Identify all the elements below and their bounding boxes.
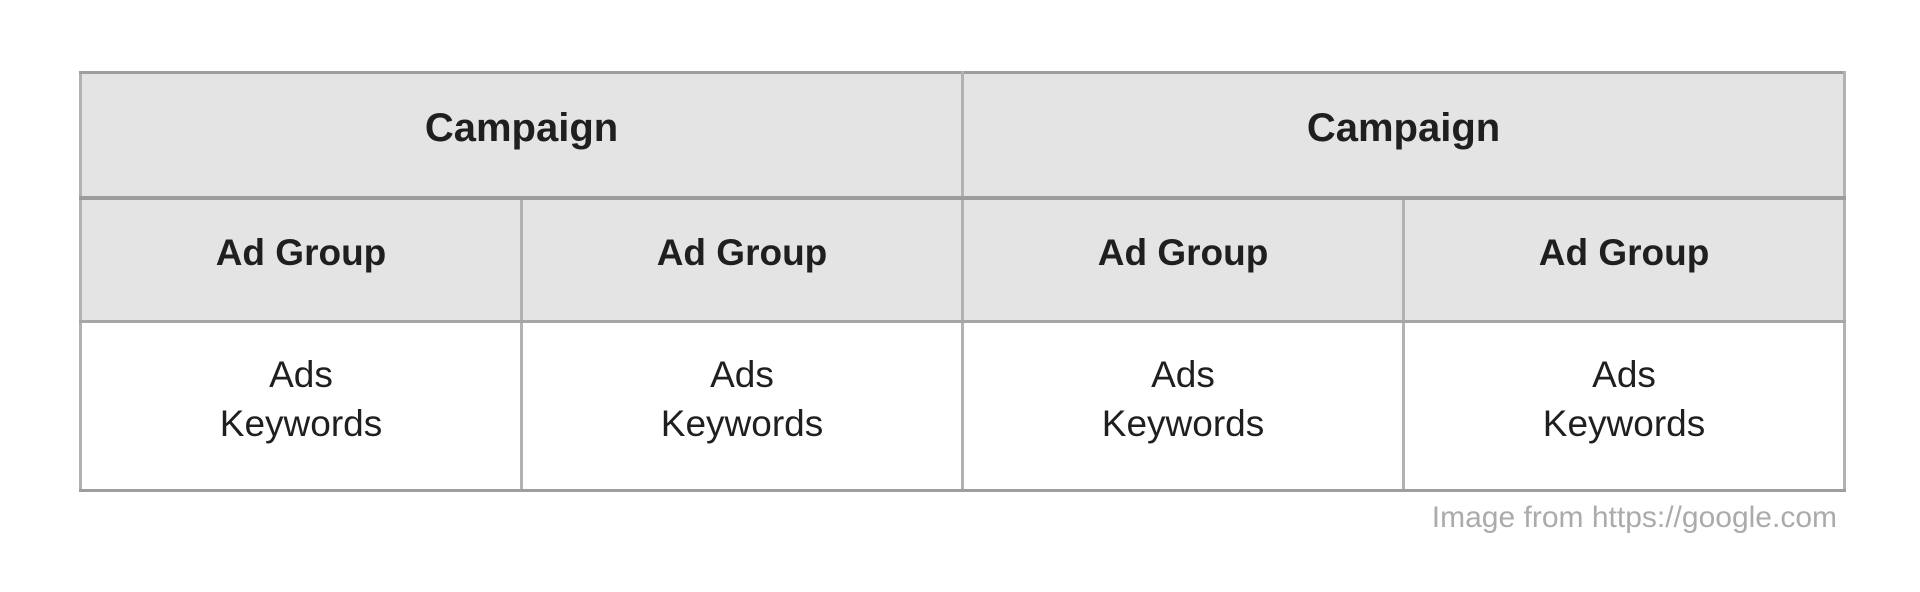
ads-label: Ads xyxy=(1151,354,1215,395)
ad-group-header-cell: Ad Group xyxy=(519,196,965,323)
ad-group-header-cell: Ad Group xyxy=(961,196,1406,323)
ad-group-header-cell: Ad Group xyxy=(79,196,523,323)
ads-label: Ads xyxy=(1592,354,1656,395)
ads-keywords-cell: Ads Keywords xyxy=(79,320,523,492)
ads-label: Ads xyxy=(710,354,774,395)
ads-keywords-row: Ads Keywords Ads Keywords Ads Keywords A… xyxy=(79,320,1847,492)
keywords-label: Keywords xyxy=(1542,403,1706,444)
campaign-header-cell: Campaign xyxy=(961,71,1847,200)
keywords-label: Keywords xyxy=(1101,403,1265,444)
campaign-header-row: Campaign Campaign xyxy=(78,71,1847,200)
ads-structure-table-wrap: Campaign Campaign Ad Group Ad Group Ad G… xyxy=(78,71,1847,492)
ads-keywords-cell: Ads Keywords xyxy=(519,320,965,492)
ads-label: Ads xyxy=(269,354,333,395)
ad-group-header-row: Ad Group Ad Group Ad Group Ad Group xyxy=(79,196,1847,323)
ads-keywords-cell: Ads Keywords xyxy=(961,320,1406,492)
keywords-label: Keywords xyxy=(660,403,824,444)
ads-structure-table: Campaign Campaign Ad Group Ad Group Ad G… xyxy=(78,71,1847,492)
campaign-header-cell: Campaign xyxy=(78,71,965,200)
ads-keywords-cell: Ads Keywords xyxy=(1402,320,1847,492)
keywords-label: Keywords xyxy=(219,403,383,444)
image-source-caption: Image from https://google.com xyxy=(1431,501,1837,534)
ad-group-header-cell: Ad Group xyxy=(1402,196,1847,323)
